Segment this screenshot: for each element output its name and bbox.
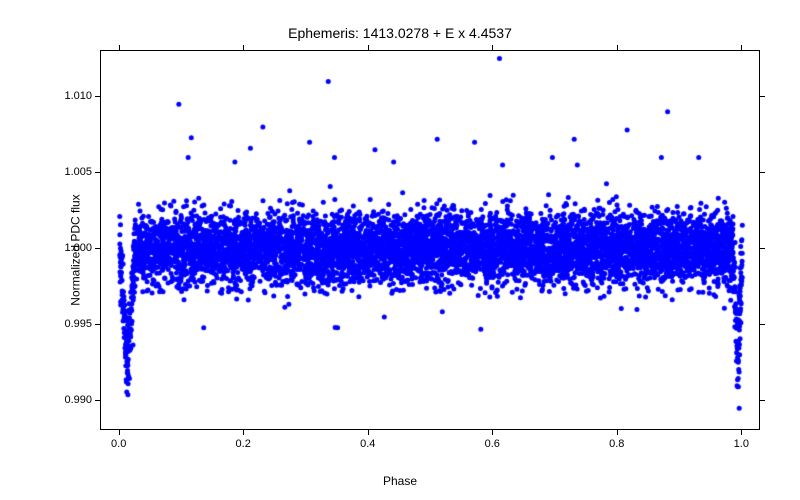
- scatter-canvas: [101, 51, 761, 431]
- y-tick-mark: [95, 248, 100, 249]
- y-tick-mark: [95, 172, 100, 173]
- x-tick-mark: [492, 45, 493, 50]
- x-tick-label: 0.0: [111, 438, 126, 450]
- x-tick-label: 0.8: [609, 438, 624, 450]
- y-tick-label: 1.010: [50, 90, 92, 102]
- x-tick-label: 0.2: [236, 438, 251, 450]
- x-tick-mark: [492, 430, 493, 435]
- y-tick-mark: [760, 324, 765, 325]
- x-tick-mark: [119, 430, 120, 435]
- x-tick-mark: [119, 45, 120, 50]
- y-tick-mark: [95, 96, 100, 97]
- x-tick-mark: [368, 430, 369, 435]
- x-tick-mark: [617, 430, 618, 435]
- y-tick-label: 0.990: [50, 394, 92, 406]
- x-tick-mark: [243, 430, 244, 435]
- y-tick-mark: [760, 400, 765, 401]
- chart-title: Ephemeris: 1413.0278 + E x 4.4537: [0, 25, 800, 41]
- x-tick-mark: [741, 45, 742, 50]
- y-tick-label: 1.005: [50, 166, 92, 178]
- x-tick-label: 0.4: [360, 438, 375, 450]
- x-tick-mark: [617, 45, 618, 50]
- chart-container: 0.00.20.40.60.81.00.9900.9951.0001.0051.…: [100, 50, 760, 450]
- x-tick-label: 1.0: [734, 438, 749, 450]
- x-tick-mark: [368, 45, 369, 50]
- x-tick-label: 0.6: [485, 438, 500, 450]
- y-tick-mark: [95, 400, 100, 401]
- y-tick-mark: [760, 172, 765, 173]
- plot-area: [100, 50, 760, 430]
- y-tick-mark: [95, 324, 100, 325]
- y-tick-mark: [760, 248, 765, 249]
- x-tick-mark: [243, 45, 244, 50]
- x-axis-label: Phase: [0, 474, 800, 488]
- y-tick-label: 0.995: [50, 318, 92, 330]
- y-tick-mark: [760, 96, 765, 97]
- x-tick-mark: [741, 430, 742, 435]
- y-tick-label: 1.000: [50, 242, 92, 254]
